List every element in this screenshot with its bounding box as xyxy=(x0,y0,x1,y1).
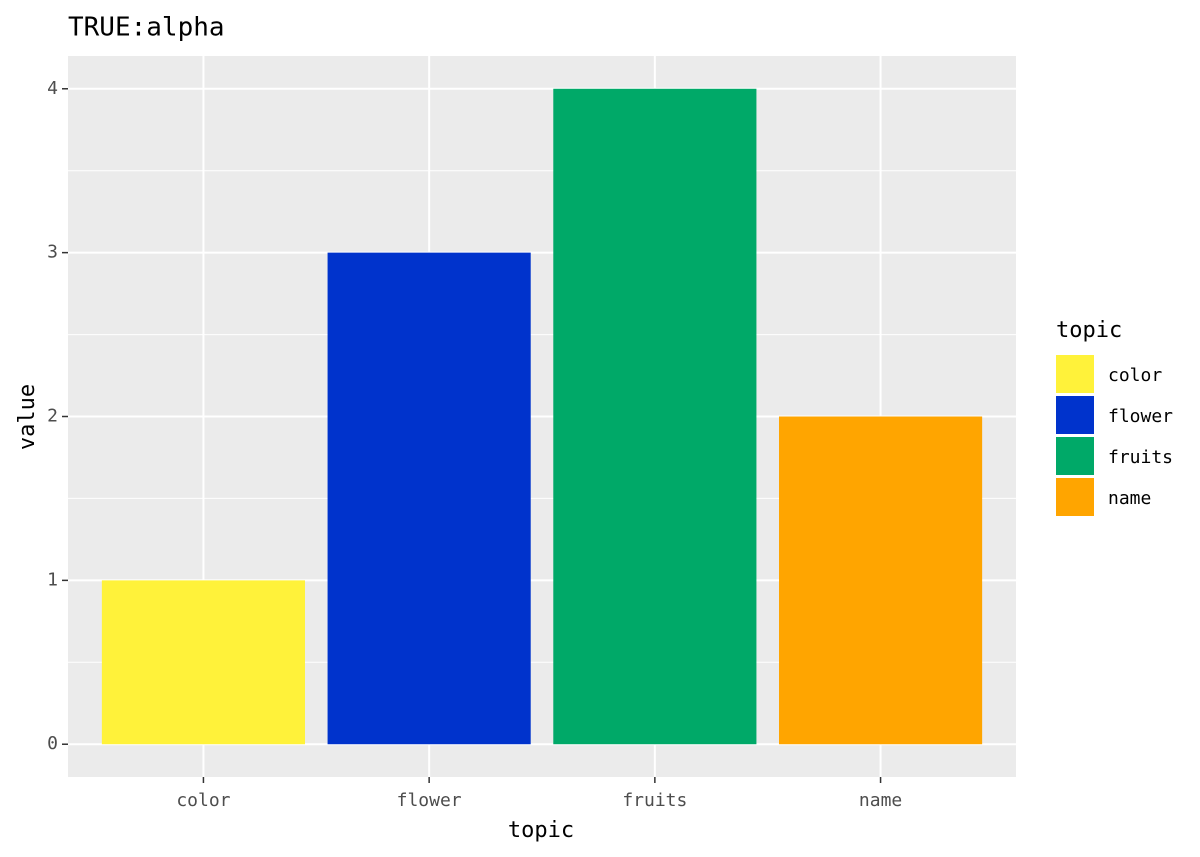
y-tick-label: 0 xyxy=(47,733,58,754)
legend-title: topic xyxy=(1056,318,1122,343)
x-tick-label: flower xyxy=(397,790,462,811)
legend-label: name xyxy=(1108,488,1151,509)
bar xyxy=(779,416,983,745)
y-tick-label: 3 xyxy=(47,242,58,263)
y-tick-label: 2 xyxy=(47,406,58,427)
legend-label: fruits xyxy=(1108,447,1173,468)
chart-title: TRUE:alpha xyxy=(68,13,225,43)
legend-key xyxy=(1056,355,1094,393)
legend-label: flower xyxy=(1108,406,1173,427)
legend-key xyxy=(1056,437,1094,475)
y-axis-label: value xyxy=(15,384,40,450)
legend-key xyxy=(1056,396,1094,434)
y-tick-label: 1 xyxy=(47,569,58,590)
bar xyxy=(553,88,757,745)
bar xyxy=(101,580,305,745)
legend-key xyxy=(1056,478,1094,516)
y-tick-label: 4 xyxy=(47,78,58,99)
x-axis-label: topic xyxy=(508,818,574,843)
x-tick-label: fruits xyxy=(622,790,687,811)
bar xyxy=(327,252,531,745)
x-tick-label: color xyxy=(176,790,230,811)
x-tick-label: name xyxy=(859,790,902,811)
legend-label: color xyxy=(1108,365,1162,386)
